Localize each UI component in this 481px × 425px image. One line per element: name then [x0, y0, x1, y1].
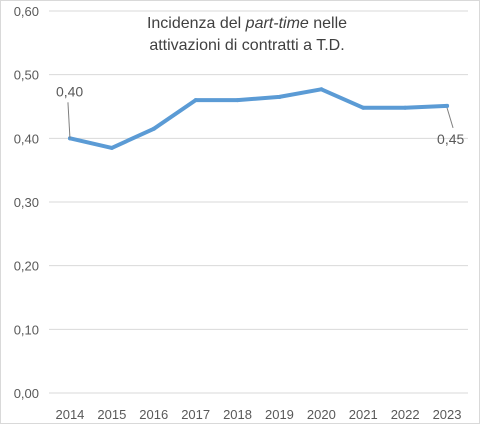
data-point	[109, 145, 114, 150]
x-tick-label: 2014	[55, 407, 84, 422]
data-point	[277, 94, 282, 99]
chart-title-line-1: Incidenza del part-time nelle	[117, 13, 377, 35]
x-tick-label: 2019	[265, 407, 294, 422]
y-tick-label: 0,40	[14, 131, 39, 146]
x-tick-label: 2020	[307, 407, 336, 422]
x-tick-label: 2016	[139, 407, 168, 422]
y-tick-label: 0,20	[14, 259, 39, 274]
chart-title-italic: part-time	[245, 15, 309, 32]
data-point	[445, 103, 450, 108]
chart-title: Incidenza del part-time nelle attivazion…	[117, 13, 377, 57]
data-point	[361, 105, 366, 110]
y-tick-label: 0,50	[14, 68, 39, 83]
y-tick-label: 0,10	[14, 322, 39, 337]
x-tick-label: 2018	[223, 407, 252, 422]
data-point	[151, 126, 156, 131]
data-point	[319, 87, 324, 92]
annotation-label: 0,40	[56, 83, 83, 99]
y-tick-label: 0,60	[14, 4, 39, 19]
annotation-label: 0,45	[437, 131, 464, 147]
data-point	[235, 98, 240, 103]
x-tick-label: 2021	[349, 407, 378, 422]
annotation-leader	[446, 107, 454, 129]
x-tick-label: 2022	[391, 407, 420, 422]
series-line-0	[68, 87, 450, 150]
chart-title-after: nelle	[308, 15, 348, 32]
y-tick-label: 0,00	[14, 386, 39, 401]
chart-title-before: Incidenza del	[146, 15, 246, 32]
chart-title-line-2: attivazioni di contratti a T.D.	[149, 37, 345, 54]
x-tick-label: 2017	[181, 407, 210, 422]
data-point	[193, 98, 198, 103]
annotation-leader	[67, 102, 71, 139]
data-point	[403, 105, 408, 110]
x-tick-label: 2023	[433, 407, 462, 422]
x-tick-label: 2015	[97, 407, 126, 422]
y-tick-label: 0,30	[14, 195, 39, 210]
